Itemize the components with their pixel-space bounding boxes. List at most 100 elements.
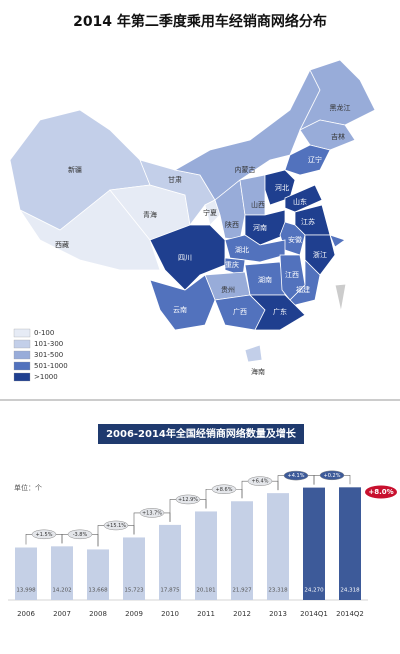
growth-label: -3.8% bbox=[73, 532, 88, 538]
bar bbox=[231, 501, 253, 600]
legend-swatch bbox=[13, 361, 31, 371]
province-label: 吉林 bbox=[331, 132, 345, 141]
province-label: 山西 bbox=[251, 200, 265, 209]
growth-label: +13.7% bbox=[142, 510, 162, 516]
value-label: 21,927 bbox=[232, 588, 252, 594]
province bbox=[149, 274, 216, 331]
x-tick-label: 2014Q2 bbox=[336, 610, 364, 618]
x-tick-label: 2012 bbox=[233, 610, 251, 618]
province bbox=[284, 184, 323, 213]
province-label: 新疆 bbox=[68, 165, 82, 174]
chart-title-box bbox=[98, 424, 304, 444]
value-label: 13,668 bbox=[88, 588, 108, 594]
growth-badge bbox=[283, 470, 309, 481]
growth-badge bbox=[31, 529, 57, 540]
bar bbox=[195, 511, 217, 600]
province-label: 安徽 bbox=[288, 235, 302, 244]
legend-label: 501-1000 bbox=[34, 362, 68, 370]
province-label: 陕西 bbox=[225, 220, 239, 229]
province-label: 湖北 bbox=[235, 245, 249, 254]
province bbox=[249, 294, 306, 331]
legend-swatch bbox=[13, 350, 31, 360]
growth-badge bbox=[319, 470, 345, 481]
province-label: 宁夏 bbox=[203, 208, 217, 217]
annotation: +8.0% bbox=[368, 488, 393, 496]
value-label: 17,875 bbox=[160, 588, 180, 594]
value-label: 23,318 bbox=[268, 588, 288, 594]
growth-label: +15.1% bbox=[106, 523, 126, 529]
province bbox=[18, 189, 161, 271]
growth-label: +0.2% bbox=[324, 473, 341, 479]
growth-badge bbox=[103, 520, 129, 531]
province-label: 河南 bbox=[253, 223, 267, 232]
province-label: 辽宁 bbox=[308, 155, 322, 164]
bar bbox=[51, 546, 73, 600]
bar bbox=[267, 493, 289, 600]
value-label: 13,998 bbox=[16, 588, 36, 594]
annotation-badge bbox=[365, 485, 397, 499]
province-label: 山东 bbox=[293, 197, 307, 206]
growth-badge bbox=[211, 484, 237, 495]
province-label: 福建 bbox=[296, 285, 310, 294]
province-label: 广东 bbox=[273, 307, 287, 316]
legend-label: >1000 bbox=[34, 373, 58, 381]
province-label: 湖南 bbox=[258, 275, 272, 284]
x-tick-label: 2011 bbox=[197, 610, 215, 618]
bar bbox=[303, 487, 325, 600]
growth-label: +4.1% bbox=[288, 473, 305, 479]
province-label: 内蒙古 bbox=[235, 165, 256, 174]
province-label: 江苏 bbox=[301, 217, 315, 226]
province-label: 云南 bbox=[173, 305, 187, 314]
province-label: 上海 bbox=[343, 235, 357, 244]
x-tick-label: 2007 bbox=[53, 610, 71, 618]
unit-label: 单位：个 bbox=[14, 483, 42, 492]
province-label: 河北 bbox=[275, 184, 289, 192]
province-label: 浙江 bbox=[313, 250, 327, 259]
growth-badge bbox=[67, 529, 93, 540]
province-label: 海南 bbox=[251, 367, 265, 376]
bar bbox=[123, 537, 145, 600]
chart: 2006 13,998 2007 14,202 2008 13,668 2009 15,723… bbox=[8, 470, 397, 618]
bar bbox=[159, 524, 181, 600]
province bbox=[304, 234, 336, 276]
island bbox=[334, 283, 347, 313]
bar bbox=[87, 549, 109, 600]
province-label: 广西 bbox=[233, 307, 247, 316]
province-label: 甘肃 bbox=[168, 175, 182, 184]
map-title: 2014 年第二季度乘用车经销商网络分布 bbox=[73, 13, 327, 30]
province bbox=[329, 234, 346, 248]
province-label: 青海 bbox=[143, 210, 157, 219]
province-label: 黑龙江 bbox=[330, 103, 351, 112]
value-label: 20,181 bbox=[196, 588, 215, 594]
growth-label: +6.4% bbox=[252, 479, 269, 485]
legend-swatch bbox=[13, 339, 31, 349]
province bbox=[239, 174, 266, 216]
x-tick-label: 2008 bbox=[89, 610, 107, 618]
growth-label: +8.6% bbox=[216, 487, 233, 493]
legend-label: 0-100 bbox=[34, 329, 54, 337]
province-label: 西藏 bbox=[55, 240, 69, 249]
x-tick-label: 2010 bbox=[161, 610, 179, 618]
province-label: 四川 bbox=[178, 254, 192, 262]
province-label: 贵州 bbox=[221, 285, 235, 294]
legend-swatch bbox=[13, 328, 31, 338]
legend-swatch bbox=[13, 372, 31, 382]
value-label: 24,270 bbox=[304, 588, 324, 594]
legend-label: 101-300 bbox=[34, 340, 63, 348]
value-label: 15,723 bbox=[124, 588, 144, 594]
value-label: 24,318 bbox=[340, 588, 360, 594]
growth-badge bbox=[175, 494, 201, 505]
value-label: 14,202 bbox=[52, 588, 71, 594]
x-tick-label: 2006 bbox=[17, 610, 35, 618]
x-tick-label: 2009 bbox=[125, 610, 143, 618]
bar bbox=[339, 487, 361, 600]
province-label: 江西 bbox=[285, 271, 299, 279]
chart-title: 2006-2014年全国经销商网络数量及增长 bbox=[106, 427, 297, 440]
growth-badge bbox=[247, 476, 273, 486]
province bbox=[244, 344, 263, 363]
bar bbox=[15, 547, 37, 600]
x-tick-label: 2014Q1 bbox=[300, 610, 328, 618]
growth-badge bbox=[139, 508, 165, 518]
